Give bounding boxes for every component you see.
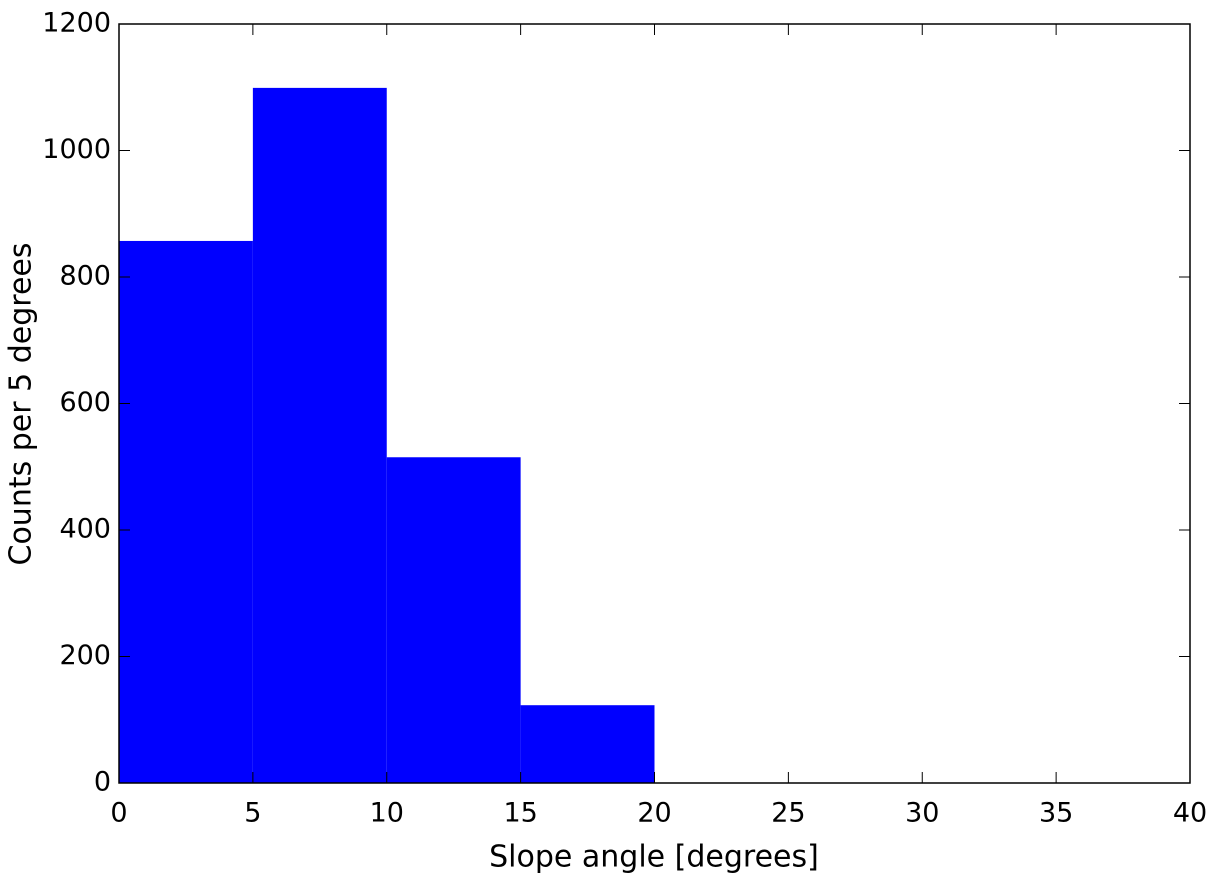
x-tick-label: 25 [771, 798, 805, 829]
y-tick-label: 200 [59, 640, 111, 671]
y-tick-label: 0 [94, 767, 111, 798]
y-tick-label: 1000 [42, 134, 111, 165]
y-tick-label: 400 [59, 514, 111, 545]
x-tick-label: 15 [503, 798, 537, 829]
y-tick-label: 1200 [42, 8, 111, 39]
y-tick-label: 600 [59, 387, 111, 418]
bar [119, 240, 253, 783]
x-tick-label: 0 [110, 798, 127, 829]
y-axis-title: Counts per 5 degrees [4, 242, 39, 565]
x-tick-label: 35 [1039, 798, 1073, 829]
x-tick-label: 40 [1173, 798, 1207, 829]
bar [520, 705, 655, 783]
x-tick-label: 10 [370, 798, 404, 829]
x-tick-label: 30 [905, 798, 939, 829]
bar [386, 457, 521, 783]
x-axis-title: Slope angle [degrees] [489, 840, 819, 875]
x-tick-label: 5 [244, 798, 261, 829]
bar [252, 87, 387, 783]
x-tick-label: 20 [637, 798, 671, 829]
y-tick-label: 800 [59, 261, 111, 292]
